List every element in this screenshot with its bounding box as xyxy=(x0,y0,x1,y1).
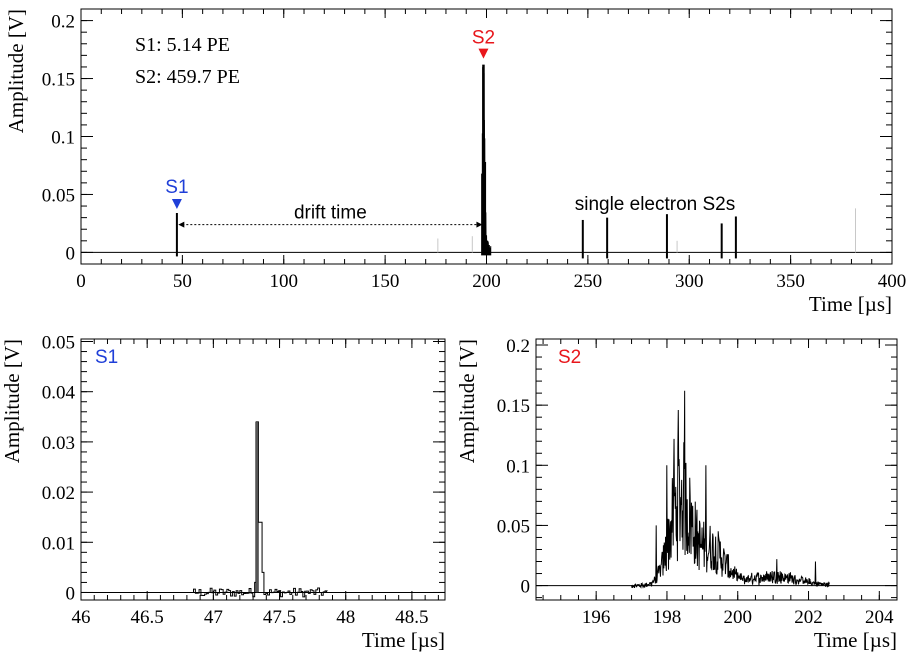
chart-panel-1: 0 50 100 150 200 250 300 350 400 0 0.05 0.1 0.15 0.2 T… xyxy=(4,8,907,316)
s2-marker xyxy=(478,48,489,59)
x-tick-label: 196 xyxy=(582,607,611,628)
s2-pe-text: S2: 459.7 PE xyxy=(135,66,240,88)
x-axis-title: Time [µs] xyxy=(809,292,892,316)
x-tick-label: 150 xyxy=(371,271,400,292)
y-tick-label: 0.05 xyxy=(42,185,75,206)
x-tick-label: 100 xyxy=(270,271,299,292)
drift-arrow-head-right xyxy=(476,221,483,228)
x-tick-label: 47.5 xyxy=(263,607,296,628)
s1-peak-bar xyxy=(255,421,259,593)
x-tick-label: 0 xyxy=(76,271,86,292)
plot-frame xyxy=(80,338,446,601)
chart-panel-2: 46 46.5 47 47.5 48 48.5 0 0.01 0.02 0.03 0.04 0.05 T… xyxy=(0,333,446,652)
y-tick-label: 0 xyxy=(66,243,76,264)
plot-frame xyxy=(535,338,898,601)
y-tick-label: 0.15 xyxy=(42,70,75,91)
x-tick-label: 48.5 xyxy=(395,607,428,628)
y-axis-title: Amplitude [V] xyxy=(4,9,28,133)
y-tick-label: 0.05 xyxy=(42,333,75,354)
y-axis-title: Amplitude [V] xyxy=(0,339,24,463)
x-tick-label: 300 xyxy=(675,271,704,292)
y-tick-label: 0.1 xyxy=(506,456,530,477)
x-tick-label: 204 xyxy=(865,607,894,628)
x-tick-label: 202 xyxy=(794,607,823,628)
chart-panel-3: 196 198 200 202 204 0 0.05 0.1 0.15 0.2 Time [µs] A… xyxy=(455,336,898,652)
s2-waveform xyxy=(631,390,830,589)
x-tick-label: 400 xyxy=(878,271,907,292)
y-tick-label: 0.15 xyxy=(497,396,530,417)
y-axis-title: Amplitude [V] xyxy=(455,339,479,463)
s1-marker xyxy=(171,199,182,209)
x-tick-label: 250 xyxy=(574,271,603,292)
x-tick-label: 50 xyxy=(173,271,192,292)
y-tick-label: 0.2 xyxy=(506,336,530,357)
panel-label-s2: S2 xyxy=(558,347,581,368)
x-tick-label: 350 xyxy=(776,271,805,292)
s1-marker-label: S1 xyxy=(165,177,188,198)
x-axis-title: Time [µs] xyxy=(814,628,897,652)
single-electron-label: single electron S2s xyxy=(575,194,736,215)
x-tick-label: 198 xyxy=(653,607,682,628)
y-tick-label: 0.05 xyxy=(497,516,530,537)
drift-arrow-head-left xyxy=(178,221,185,228)
x-tick-label: 46.5 xyxy=(131,607,164,628)
y-tick-label: 0.03 xyxy=(42,433,75,454)
drift-time-label: drift time xyxy=(294,203,367,224)
y-tick-label: 0 xyxy=(521,577,531,598)
x-tick-label: 200 xyxy=(472,271,501,292)
y-tick-label: 0.1 xyxy=(51,128,75,149)
x-tick-label: 200 xyxy=(723,607,752,628)
x-axis-title: Time [µs] xyxy=(362,628,445,652)
y-tick-label: 0.01 xyxy=(42,533,75,554)
x-tick-label: 47 xyxy=(204,607,223,628)
y-tick-label: 0 xyxy=(66,583,76,604)
x-tick-label: 46 xyxy=(72,607,91,628)
s2-marker-label: S2 xyxy=(472,28,495,49)
s1-pe-text: S1: 5.14 PE xyxy=(135,34,230,56)
y-tick-label: 0.2 xyxy=(51,12,75,33)
y-tick-label: 0.02 xyxy=(42,483,75,504)
y-tick-label: 0.04 xyxy=(42,383,76,404)
x-tick-label: 48 xyxy=(336,607,355,628)
s1-waveform xyxy=(193,421,328,598)
panel-label-s1: S1 xyxy=(95,347,118,368)
